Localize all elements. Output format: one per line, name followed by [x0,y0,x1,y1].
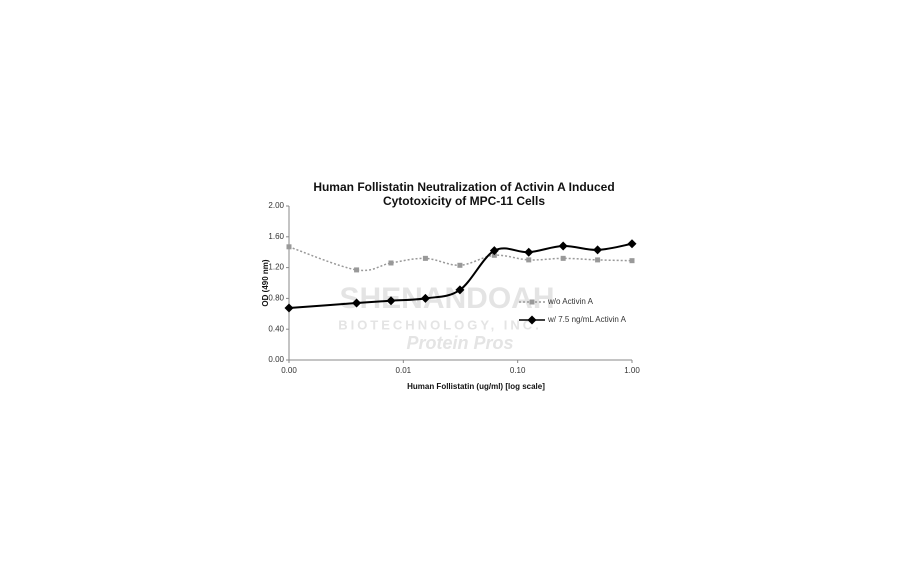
x-tick-label: 0.00 [281,366,297,375]
data-point [558,241,568,251]
y-axis-title: OD (490 nm) [261,259,270,306]
x-tick-label: 0.01 [396,366,412,375]
legend-marker [527,315,537,325]
data-point [593,245,603,255]
data-point [526,257,532,263]
data-point [386,296,396,306]
series-line [288,246,633,272]
chart-title: Human Follistatin Neutralization of Acti… [313,180,614,194]
data-point [457,262,463,268]
x-tick-label: 0.10 [510,366,526,375]
legend-label: w/o Activin A [547,297,594,306]
data-point [354,267,360,273]
data-point [491,252,497,258]
x-axis-title: Human Follistatin (ug/ml) [log scale] [407,382,545,391]
y-tick-label: 2.00 [268,201,284,210]
data-point [422,255,428,261]
watermark: BIOTECHNOLOGY, INC. [338,317,542,332]
watermark: Protein Pros [406,333,513,353]
series-line [288,242,633,310]
watermark: SHENANDOAH [339,282,554,315]
data-point [388,260,394,266]
y-tick-label: 0.00 [268,355,284,364]
data-point [524,247,534,257]
chart-title: Cytotoxicity of MPC-11 Cells [383,194,545,208]
y-tick-label: 0.80 [268,294,284,303]
y-tick-label: 1.20 [268,263,284,272]
y-tick-label: 1.60 [268,232,284,241]
data-point [455,285,465,295]
data-point [286,244,292,250]
data-point [420,293,430,303]
data-point [284,303,294,313]
data-point [627,239,637,249]
legend-marker [529,299,535,305]
y-tick-label: 0.40 [268,324,284,333]
data-point [489,246,499,256]
data-point [595,257,601,263]
data-point [629,258,635,264]
data-point [560,255,566,261]
data-point [352,298,362,308]
legend-label: w/ 7.5 ng/mL Activin A [547,315,627,324]
x-tick-label: 1.00 [624,366,640,375]
